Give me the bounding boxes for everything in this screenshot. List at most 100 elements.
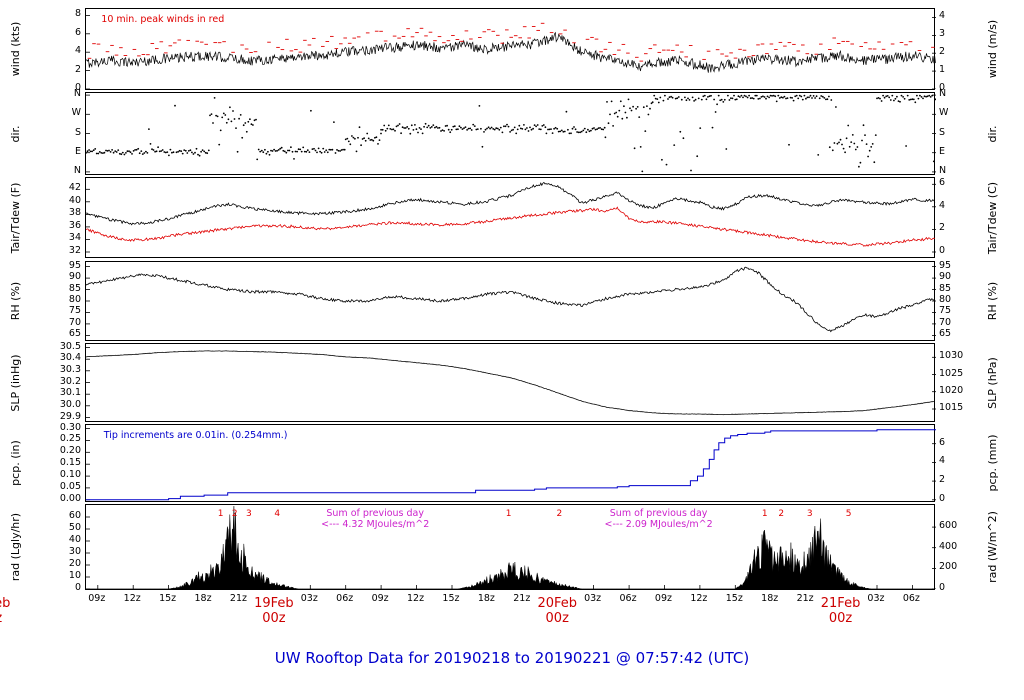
x-axis-tick-label: 09z	[371, 593, 389, 604]
dir-plot	[86, 94, 936, 173]
svg-text:2: 2	[232, 509, 238, 519]
Tair-series	[86, 181, 936, 226]
svg-text:4: 4	[274, 509, 280, 519]
pcp-plot: Tip increments are 0.01in. (0.254mm.)	[86, 428, 936, 501]
pcp-right-tick-label: 4	[939, 455, 946, 467]
svg-text:1: 1	[762, 509, 768, 519]
x-axis-tick-label: 03z	[584, 593, 602, 604]
panel-temperature	[85, 177, 936, 258]
wind-left-tick-label: 0	[74, 82, 81, 93]
x-axis-tick-label: 03z	[300, 593, 318, 604]
panel-humidity	[85, 261, 936, 341]
SLP-series	[86, 350, 936, 416]
x-axis-tick-label: 06z	[619, 593, 637, 604]
x-axis-tick-label: 15z	[725, 593, 743, 604]
x-axis-tick-label: 09z	[654, 593, 672, 604]
rad-left-tick-label: 30	[68, 546, 81, 557]
rh-right-tick-label: 85	[939, 282, 952, 294]
rh-left-tick-label: 65	[68, 328, 81, 340]
dir-right-tick-label: N	[939, 164, 947, 176]
rad-right-tick-label: 600	[939, 520, 958, 532]
slp-left-tick-label: 30.3	[59, 363, 81, 375]
svg-text:Sum of previous day: Sum of previous day	[610, 508, 708, 519]
wind-right-tick-label: 3	[939, 28, 946, 40]
panel-radiation: 1 2 3 4 1 2 1 2 3 5 Sum of previous day <--- 4.32 M…	[85, 504, 936, 590]
date-label: 19Feb 00z	[250, 596, 298, 626]
rad-left-tick-label: 20	[68, 558, 81, 569]
slp-right-tick-label: 1030	[939, 350, 964, 362]
rh-right-tick-label: 65	[939, 328, 952, 340]
slp-plot	[86, 347, 936, 418]
RH-series	[86, 266, 936, 333]
dir-right-tick-label: S	[939, 126, 946, 138]
panel-precipitation: Tip increments are 0.01in. (0.254mm.)	[85, 424, 936, 502]
dir-left-tick-label: S	[74, 126, 81, 138]
x-axis-tick-label: 09z	[88, 593, 106, 604]
tair-right-tick-label: 2	[939, 222, 946, 234]
x-axis-tick-label: 21z	[796, 593, 814, 604]
wind-direction-dots	[86, 94, 936, 173]
pcp-left-tick-label: 0.30	[59, 421, 81, 433]
tair-left-tick-label: 42	[68, 182, 81, 194]
peak-wind-marks	[87, 22, 935, 62]
panel-pressure	[85, 343, 936, 422]
rad-right-tick-label: 0	[939, 582, 946, 593]
rad-left-tick-label: 40	[68, 534, 81, 545]
chart-title: UW Rooftop Data for 20190218 to 20190221…	[274, 649, 750, 667]
tair-plot	[86, 181, 936, 253]
slp-right-tick-label: 1020	[939, 384, 964, 396]
rad-left-tick-label: 50	[68, 522, 81, 533]
rad-left-tick-label: 10	[68, 570, 81, 581]
tair-left-tick-label: 36	[68, 219, 81, 231]
slp-right-tick-label: 1025	[939, 367, 964, 379]
panel-wind-direction	[85, 92, 936, 175]
panel-wind: 10 min. peak winds in red	[85, 8, 936, 90]
tair-left-tick-label: 40	[68, 194, 81, 206]
rad-right-tick-label: 400	[939, 540, 958, 552]
svg-text:5: 5	[846, 509, 852, 519]
slp-left-tick-label: 30.1	[59, 387, 81, 399]
tair-left-tick-label: 32	[68, 244, 81, 256]
svg-text:1: 1	[218, 509, 224, 519]
x-axis-tick-label: 12z	[407, 593, 425, 604]
rad-left-tick-label: 60	[68, 510, 81, 521]
radiation-right-axis-label: rad (W/m^2)	[986, 511, 999, 583]
tair-left-tick-label: 38	[68, 207, 81, 219]
date-label-day: 20Feb	[537, 596, 577, 611]
date-label: 18Feb00z	[0, 596, 15, 626]
wind-left-tick-label: 2	[74, 63, 81, 75]
rh-left-tick-label: 80	[68, 294, 81, 305]
date-label-day: 19Feb	[254, 596, 294, 611]
date-label: 21Feb 00z	[817, 596, 865, 626]
date-label-hour: 00z	[545, 611, 569, 626]
svg-text:<--- 2.09 MJoules/m^2: <--- 2.09 MJoules/m^2	[605, 519, 713, 530]
rad-left-tick-label: 0	[74, 582, 81, 593]
wind-right-tick-label: 1	[939, 64, 946, 76]
dir-left-tick-label: N	[73, 88, 81, 100]
date-label-day: 18Feb	[0, 596, 11, 611]
svg-text:Sum of previous day: Sum of previous day	[326, 508, 424, 519]
wind-annotation: 10 min. peak winds in red	[101, 14, 224, 25]
date-label: 20Feb 00z	[533, 596, 581, 626]
rh-left-tick-label: 90	[68, 271, 81, 283]
svg-text:1: 1	[506, 509, 512, 519]
radiation-series	[86, 506, 936, 589]
rh-right-tick-label: 90	[939, 271, 952, 283]
wind-left-tick-label: 4	[74, 45, 81, 57]
date-label-hour: 00z	[262, 611, 286, 626]
pcp-left-tick-label: 0.10	[59, 469, 81, 481]
x-axis-tick-label: 03z	[867, 593, 885, 604]
svg-text:<--- 4.32 MJoules/m^2: <--- 4.32 MJoules/m^2	[321, 519, 429, 530]
svg-text:2: 2	[557, 509, 563, 519]
wind-right-tick-label: 0	[939, 82, 946, 93]
tair-right-tick-label: 0	[939, 244, 946, 256]
pcp-left-tick-label: 0.25	[59, 433, 81, 445]
wind-right-tick-label: 4	[939, 10, 946, 22]
radiation-sum-annotation: Sum of previous day<--- 4.32 MJoules/m^2	[321, 508, 429, 530]
rh-left-tick-label: 75	[68, 305, 81, 317]
slp-left-tick-label: 30.4	[59, 352, 81, 364]
pcp-left-tick-label: 0.00	[59, 492, 81, 504]
tair-right-tick-label: 6	[939, 177, 946, 189]
rh-right-tick-label: 70	[939, 316, 952, 328]
